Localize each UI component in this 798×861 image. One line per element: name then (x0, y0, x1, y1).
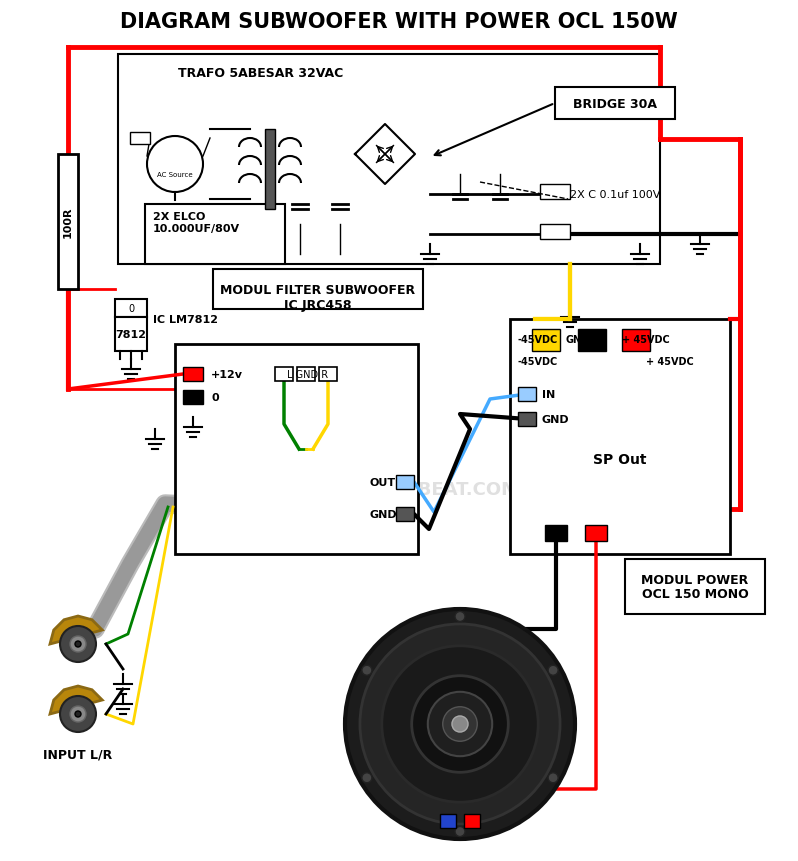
Bar (625, 560, 765, 614)
Text: 0: 0 (211, 393, 219, 403)
Text: -45VDC: -45VDC (518, 356, 559, 367)
Text: 2X C 0.1uf 100V: 2X C 0.1uf 100V (570, 189, 661, 200)
Polygon shape (50, 616, 102, 644)
Bar (532, 330, 560, 351)
Text: + 45VDC: + 45VDC (622, 335, 670, 344)
Text: IC LM7812: IC LM7812 (153, 314, 218, 325)
Text: 0: 0 (128, 304, 134, 313)
Circle shape (361, 773, 372, 783)
Circle shape (345, 610, 575, 839)
Bar (518, 412, 536, 426)
Circle shape (443, 707, 477, 741)
Text: BRIDGE 30A: BRIDGE 30A (573, 97, 657, 110)
Text: OUT: OUT (370, 478, 396, 487)
Bar (555, 88, 675, 120)
Bar (213, 269, 423, 310)
Bar (115, 300, 147, 318)
Circle shape (455, 827, 465, 837)
Circle shape (75, 711, 81, 717)
Text: 100R: 100R (63, 207, 73, 238)
Circle shape (452, 716, 468, 732)
Bar (319, 368, 337, 381)
Text: AC Source: AC Source (157, 172, 193, 177)
Text: + 45VDC: + 45VDC (646, 356, 693, 367)
Circle shape (455, 612, 465, 622)
Bar (510, 319, 730, 554)
Text: MODUL FILTER SUBWOOFER: MODUL FILTER SUBWOOFER (220, 283, 416, 296)
Bar (396, 507, 414, 522)
Bar (440, 814, 456, 828)
Text: GND: GND (566, 335, 590, 344)
Text: INPUT L/R: INPUT L/R (43, 747, 113, 760)
Bar (585, 525, 607, 542)
Circle shape (548, 773, 558, 783)
Bar (297, 368, 315, 381)
Circle shape (70, 636, 86, 653)
Circle shape (428, 692, 492, 756)
Circle shape (75, 641, 81, 647)
Text: GND: GND (542, 414, 570, 424)
Text: 7812: 7812 (116, 330, 147, 339)
Circle shape (412, 676, 508, 772)
Bar (118, 55, 660, 264)
Bar (183, 368, 203, 381)
Polygon shape (50, 686, 102, 714)
Bar (145, 205, 285, 264)
Bar (58, 155, 78, 289)
Bar (115, 318, 147, 351)
Bar (518, 387, 536, 401)
Text: IC JRC458: IC JRC458 (284, 298, 352, 311)
Text: SP Out: SP Out (593, 453, 646, 467)
Bar (540, 185, 570, 200)
Text: -45VDC: -45VDC (518, 335, 559, 344)
Circle shape (60, 626, 96, 662)
Circle shape (381, 646, 538, 802)
Text: 2X ELCO
10.000UF/80V: 2X ELCO 10.000UF/80V (153, 212, 240, 233)
Text: L GND R: L GND R (287, 369, 329, 380)
Bar (130, 133, 150, 145)
Bar (396, 475, 414, 489)
Text: GND: GND (566, 356, 590, 367)
Bar (545, 525, 567, 542)
Circle shape (60, 697, 96, 732)
Bar (540, 225, 570, 239)
Bar (265, 130, 275, 210)
Bar (175, 344, 418, 554)
Bar (622, 330, 650, 351)
Text: GND: GND (370, 510, 397, 519)
Bar (183, 391, 203, 405)
Text: WWW.SPIDERBEAT.COM: WWW.SPIDERBEAT.COM (279, 480, 519, 499)
Text: DIAGRAM SUBWOOFER WITH POWER OCL 150W: DIAGRAM SUBWOOFER WITH POWER OCL 150W (120, 12, 678, 32)
Circle shape (361, 666, 372, 675)
Text: MODUL POWER
OCL 150 MONO: MODUL POWER OCL 150 MONO (642, 573, 749, 601)
Bar (464, 814, 480, 828)
Text: IN: IN (542, 389, 555, 400)
Text: +12v: +12v (211, 369, 243, 380)
Bar (275, 368, 293, 381)
Text: TRAFO 5ABESAR 32VAC: TRAFO 5ABESAR 32VAC (178, 66, 343, 79)
Bar (578, 330, 606, 351)
Circle shape (70, 706, 86, 722)
Circle shape (360, 624, 560, 824)
Circle shape (548, 666, 558, 675)
